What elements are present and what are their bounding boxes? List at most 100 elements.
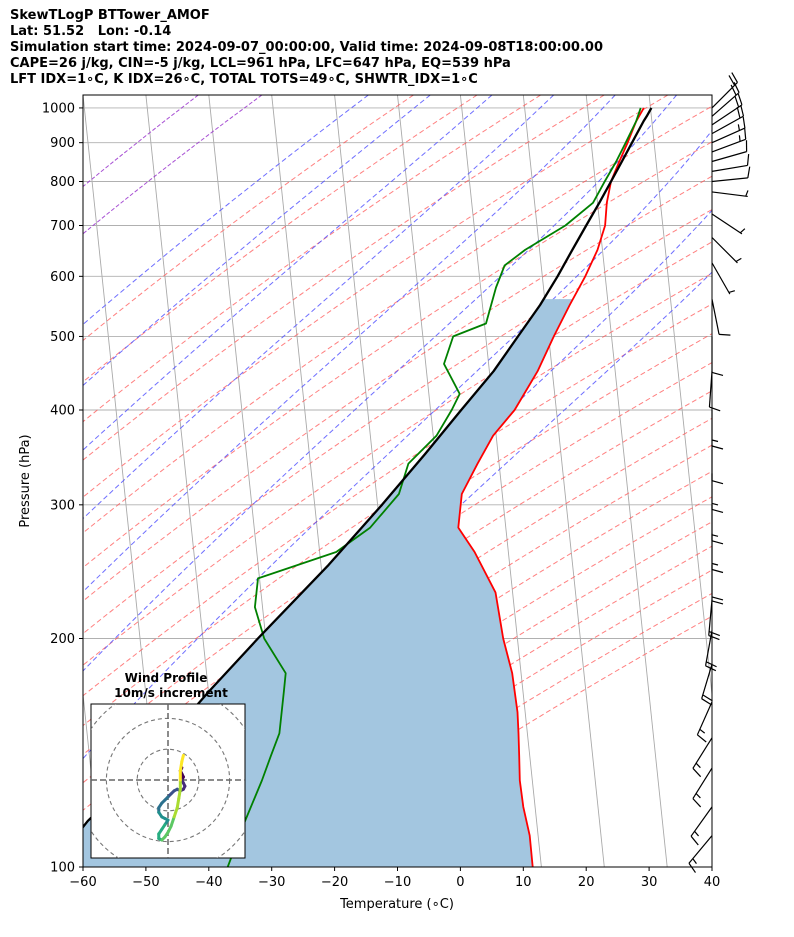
barb-flag [708, 630, 720, 637]
barb-flag [711, 371, 724, 377]
header-location: Lat: 51.52 Lon: -0.14 [10, 24, 172, 39]
barb-half-flag [692, 858, 697, 864]
dry-adiabat-line [83, 390, 712, 811]
header-indices: LFT IDX=1∘C, K IDX=26∘C, TOTAL TOTS=49∘C… [10, 72, 478, 87]
y-tick-label: 200 [50, 632, 75, 647]
wind-barb [711, 298, 731, 336]
moist-adiabat-line [83, 95, 369, 326]
barb-flag [730, 84, 737, 96]
x-axis-label: Temperature (∘C) [339, 897, 454, 912]
hodograph-segment [172, 806, 179, 819]
barb-flag [733, 82, 740, 93]
barb-shaft [711, 213, 743, 235]
isotherm-line [711, 95, 712, 100]
temperature-line [457, 107, 645, 867]
barb-shaft [708, 599, 713, 636]
barb-shaft [711, 151, 747, 163]
y-tick-label: 1000 [42, 101, 75, 116]
wind-barb [690, 806, 713, 846]
barb-half-flag [737, 124, 741, 131]
barb-half-flag [728, 290, 735, 293]
barb-shaft [711, 191, 748, 198]
moist-adiabat-line [83, 95, 431, 387]
isotherm-line [459, 95, 542, 867]
wind-barb [711, 444, 724, 485]
barb-half-flag [711, 439, 719, 443]
dry-adiabat-line [83, 362, 712, 784]
header-times: Simulation start time: 2024-09-07_00:00:… [10, 40, 603, 55]
barb-half-flag [739, 228, 746, 234]
isotherm-line [585, 95, 668, 867]
wind-barb [711, 336, 724, 377]
dry-adiabat-line [83, 95, 669, 498]
x-tick-label: 0 [456, 875, 464, 890]
barb-flag [711, 508, 724, 513]
wind-barb [711, 127, 747, 153]
wind-barb [696, 701, 713, 743]
wind-barb [692, 737, 713, 778]
moist-adiabat-line [102, 271, 712, 867]
barb-flag [692, 767, 702, 778]
barb-flag [711, 596, 724, 601]
barb-half-flag [694, 830, 700, 837]
wind-barb [711, 166, 751, 183]
wind-barb [711, 190, 749, 198]
y-tick-label: 700 [50, 219, 75, 234]
barb-half-flag [745, 190, 749, 197]
barb-flag [696, 734, 707, 743]
wind-barb [688, 835, 713, 873]
y-tick-label: 100 [50, 861, 75, 876]
dry-adiabat-line [83, 95, 478, 383]
barb-flag [711, 445, 724, 450]
barb-shaft [701, 664, 713, 699]
wind-barb [701, 664, 713, 706]
hodograph-title: Wind Profile [125, 671, 208, 685]
axes-layer: −60 −50 −40 −30 −20 −10 0 10 20 30 40 1000 900 800 700… [42, 94, 720, 890]
moist-adiabat-line [83, 95, 616, 593]
wind-barbs [688, 72, 751, 873]
wind-barb [711, 82, 740, 117]
y-tick-label: 400 [50, 403, 75, 418]
barb-flag [740, 104, 745, 117]
barb-flag [690, 835, 699, 846]
dry-adiabat-line [83, 241, 712, 666]
barb-flag [711, 480, 724, 485]
hodograph-segment [177, 787, 182, 800]
chart-header: SkewTLogP BTTower_AMOF Lat: 51.52 Lon: -… [10, 8, 603, 88]
hodograph-subtitle: 10m/s increment [114, 686, 228, 700]
x-tick-label: −20 [321, 875, 348, 890]
y-tick-label: 600 [50, 270, 75, 285]
barb-flag [731, 72, 738, 83]
barb-half-flag [695, 793, 701, 799]
y-axis-label: Pressure (hPa) [18, 434, 33, 527]
barb-flag [737, 93, 743, 106]
wind-barb [711, 140, 748, 163]
barb-flag [702, 694, 713, 702]
dry-adiabat-line [83, 272, 712, 697]
barb-flag [742, 116, 746, 129]
barb-half-flag [711, 562, 719, 566]
x-tick-label: −50 [132, 875, 159, 890]
wind-barb [711, 237, 742, 264]
hodograph-inset [90, 703, 246, 859]
wind-barb [711, 533, 724, 574]
wind-barb [711, 154, 750, 172]
wind-barb [711, 262, 735, 295]
moist-adiabat-line [83, 95, 677, 672]
barb-half-flag [695, 762, 701, 769]
x-tick-label: −10 [384, 875, 411, 890]
isotherm-line [648, 95, 712, 699]
hodograph-ring [136, 748, 200, 812]
barb-flag [688, 862, 696, 873]
wind-barb [711, 116, 746, 144]
barb-flag [734, 96, 740, 108]
wind-barb [711, 213, 746, 235]
hodograph-segment [169, 815, 176, 828]
mixing-ratio-line [83, 95, 263, 235]
header-cape: CAPE=26 j/kg, CIN=-5 j/kg, LCL=961 hPa, … [10, 56, 511, 71]
barb-flag [744, 127, 747, 140]
barb-flag [746, 154, 750, 166]
barb-shaft [711, 298, 720, 335]
wind-barb [711, 104, 745, 135]
